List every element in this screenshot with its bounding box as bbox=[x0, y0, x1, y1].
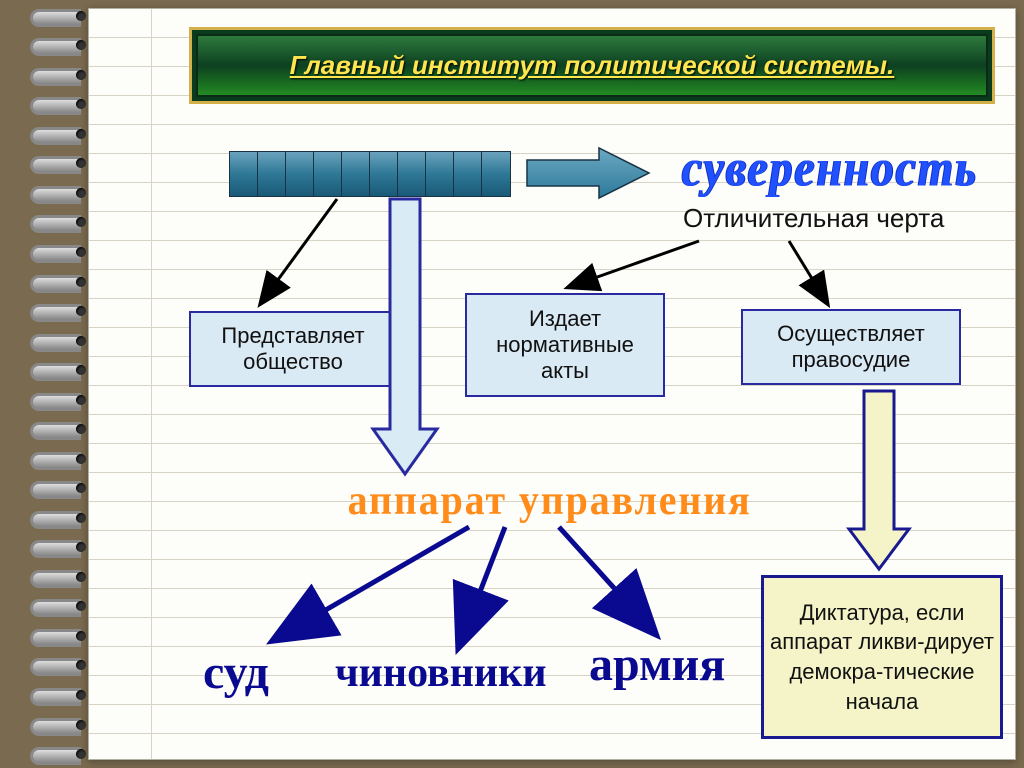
arrow-to-society bbox=[261, 199, 337, 303]
arrow-to-officials bbox=[461, 527, 505, 641]
box-justice: Осуществляет правосудие bbox=[741, 309, 961, 385]
wordart-army: армия bbox=[589, 637, 725, 692]
spiral-binding bbox=[30, 0, 100, 768]
box-society: Представляет общество bbox=[189, 311, 397, 387]
block-arrow-down-dictatorship bbox=[849, 391, 909, 569]
label-distinctive-feature: Отличительная черта bbox=[683, 203, 944, 234]
arrow-to-army bbox=[559, 527, 651, 629]
box-dictatorship: Диктатура, если аппарат ликви-дирует дем… bbox=[761, 575, 1003, 739]
arrow-to-court bbox=[279, 527, 469, 637]
wordart-court: суд bbox=[203, 645, 269, 700]
wordart-sovereignty: суверенность bbox=[682, 138, 978, 199]
notebook-page: Главный институт политической системы. с… bbox=[88, 8, 1016, 760]
block-arrow-right bbox=[527, 148, 649, 198]
wordart-officials: чиновники bbox=[335, 649, 547, 697]
box-acts: Издает нормативные акты bbox=[465, 293, 665, 397]
arrow-to-justice bbox=[789, 241, 827, 303]
wordart-apparatus: аппарат управления bbox=[348, 477, 752, 525]
diagram-content: суверенность Отличительная черта Предста… bbox=[89, 9, 1015, 759]
arrow-to-acts bbox=[569, 241, 699, 287]
segmented-bar bbox=[229, 151, 511, 197]
